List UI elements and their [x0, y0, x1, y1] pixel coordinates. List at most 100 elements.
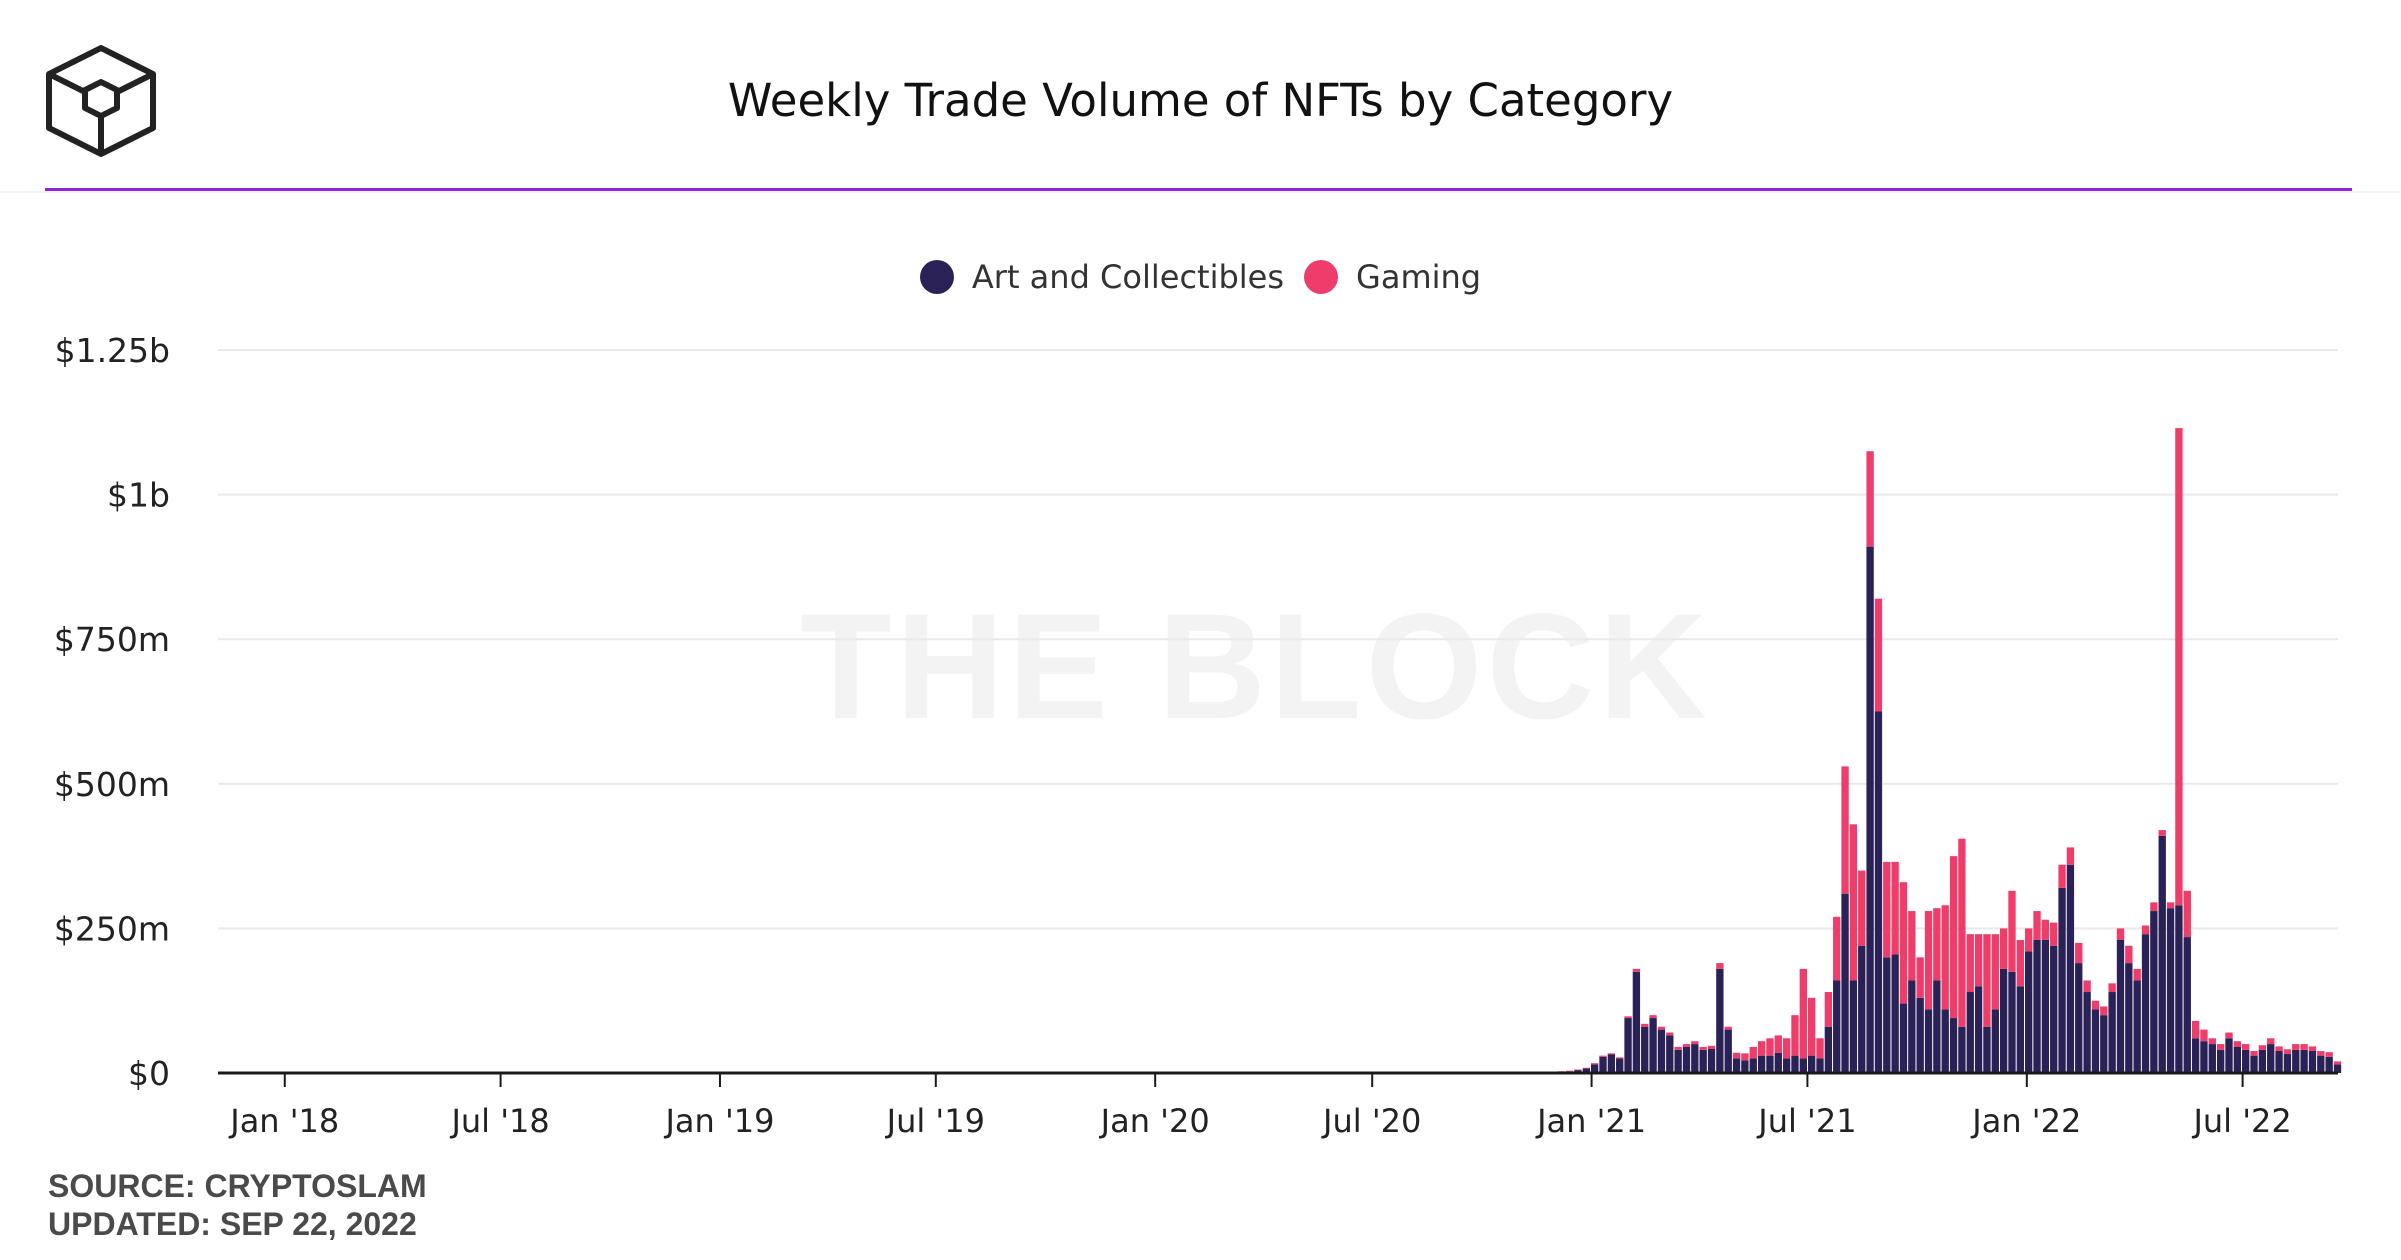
- bar-art-2022-08-29[interactable]: [2308, 1051, 2317, 1073]
- bar-gaming-2022-07-11[interactable]: [2250, 1051, 2258, 1056]
- bar-art-2022-06-13[interactable]: [2216, 1049, 2225, 1073]
- bar-art-2021-08-02[interactable]: [1841, 893, 1849, 1073]
- bar-gaming-2021-07-26[interactable]: [1833, 916, 1841, 981]
- bar-gaming-2021-04-12[interactable]: [1707, 1045, 1716, 1049]
- bar-gaming-2022-01-17[interactable]: [2041, 919, 2050, 940]
- bar-gaming-2021-11-08[interactable]: [1958, 838, 1966, 1027]
- bar-gaming-2022-03-21[interactable]: [2116, 928, 2125, 940]
- bar-art-2022-09-12[interactable]: [2325, 1056, 2333, 1073]
- bar-gaming-2022-05-02[interactable]: [2166, 902, 2175, 909]
- bar-art-2021-10-04[interactable]: [1916, 997, 1924, 1073]
- bar-art-2021-01-04[interactable]: [1590, 1064, 1599, 1073]
- bar-gaming-2020-12-21[interactable]: [1574, 1069, 1582, 1071]
- bar-gaming-2022-03-28[interactable]: [2125, 945, 2133, 964]
- bar-gaming-2022-05-23[interactable]: [2191, 1020, 2200, 1039]
- bar-art-2022-02-14[interactable]: [2075, 963, 2083, 1073]
- legend-item-gaming[interactable]: Gaming: [1304, 258, 1481, 296]
- bar-gaming-2022-07-25[interactable]: [2267, 1038, 2275, 1045]
- bar-art-2021-08-23[interactable]: [1866, 546, 1874, 1073]
- bar-art-2021-09-13[interactable]: [1891, 954, 1899, 1073]
- bar-art-2021-06-14[interactable]: [1782, 1058, 1791, 1073]
- bar-gaming-2021-03-29[interactable]: [1691, 1041, 1699, 1045]
- bar-gaming-2022-04-11[interactable]: [2141, 925, 2150, 935]
- bar-gaming-2021-10-18[interactable]: [1933, 908, 1941, 981]
- bar-art-2022-08-15[interactable]: [2292, 1049, 2300, 1073]
- bar-art-2021-06-21[interactable]: [1791, 1055, 1799, 1073]
- bar-gaming-2020-12-28[interactable]: [1582, 1067, 1590, 1069]
- bar-gaming-2021-05-10[interactable]: [1741, 1053, 1749, 1061]
- bar-gaming-2022-05-09[interactable]: [2175, 428, 2183, 906]
- bar-gaming-2021-03-22[interactable]: [1682, 1044, 1691, 1047]
- bar-art-2021-05-10[interactable]: [1741, 1060, 1749, 1073]
- bar-art-2021-02-15[interactable]: [1641, 1026, 1649, 1073]
- bar-art-2021-05-17[interactable]: [1749, 1058, 1757, 1073]
- bar-gaming-2021-03-15[interactable]: [1674, 1046, 1682, 1050]
- bar-gaming-2021-12-13[interactable]: [1999, 928, 2008, 969]
- bar-art-2021-01-18[interactable]: [1607, 1054, 1616, 1073]
- bar-art-2022-06-06[interactable]: [2208, 1044, 2216, 1073]
- bar-gaming-2022-06-06[interactable]: [2208, 1038, 2216, 1045]
- bar-gaming-2022-01-24[interactable]: [2050, 922, 2058, 946]
- bar-art-2021-12-20[interactable]: [2008, 971, 2016, 1073]
- bar-gaming-2022-02-14[interactable]: [2075, 942, 2083, 964]
- bar-gaming-2021-07-05[interactable]: [1808, 997, 1816, 1056]
- bar-gaming-2022-06-13[interactable]: [2216, 1044, 2225, 1050]
- bar-gaming-2021-06-07[interactable]: [1774, 1035, 1782, 1053]
- bar-art-2021-03-29[interactable]: [1691, 1044, 1699, 1073]
- bar-art-2022-04-18[interactable]: [2150, 911, 2158, 1073]
- bar-art-2022-01-31[interactable]: [2058, 887, 2066, 1073]
- bar-art-2021-11-08[interactable]: [1958, 1026, 1966, 1073]
- bar-gaming-2021-05-31[interactable]: [1766, 1038, 1774, 1056]
- bar-gaming-2021-11-29[interactable]: [1983, 934, 1991, 1027]
- bar-gaming-2021-12-20[interactable]: [2008, 890, 2016, 972]
- bar-gaming-2021-03-01[interactable]: [1657, 1026, 1666, 1030]
- bar-gaming-2022-09-12[interactable]: [2325, 1052, 2333, 1057]
- bar-art-2021-05-03[interactable]: [1732, 1058, 1741, 1073]
- bar-art-2021-04-19[interactable]: [1716, 968, 1724, 1073]
- bar-art-2022-03-14[interactable]: [2108, 992, 2116, 1073]
- bar-gaming-2021-08-23[interactable]: [1866, 451, 1874, 547]
- bar-gaming-2021-05-17[interactable]: [1749, 1046, 1757, 1059]
- bar-art-2022-03-21[interactable]: [2116, 939, 2125, 1073]
- bar-art-2021-04-12[interactable]: [1707, 1048, 1716, 1073]
- bar-gaming-2022-03-07[interactable]: [2100, 1006, 2108, 1016]
- bar-art-2021-03-08[interactable]: [1666, 1035, 1674, 1073]
- bar-art-2021-05-24[interactable]: [1757, 1055, 1766, 1073]
- bar-gaming-2021-05-24[interactable]: [1757, 1041, 1766, 1056]
- bar-art-2022-03-28[interactable]: [2125, 963, 2133, 1073]
- bar-art-2022-04-25[interactable]: [2158, 835, 2166, 1073]
- bar-art-2021-09-06[interactable]: [1883, 957, 1891, 1073]
- bar-gaming-2022-09-19[interactable]: [2333, 1061, 2342, 1065]
- bar-art-2021-06-28[interactable]: [1799, 1058, 1807, 1073]
- bar-gaming-2021-02-08[interactable]: [1632, 968, 1641, 972]
- bar-art-2021-02-01[interactable]: [1624, 1018, 1632, 1073]
- bar-gaming-2021-02-22[interactable]: [1649, 1015, 1657, 1019]
- bar-gaming-2021-03-08[interactable]: [1666, 1032, 1674, 1036]
- bar-gaming-2020-12-14[interactable]: [1565, 1070, 1574, 1072]
- bar-gaming-2022-08-15[interactable]: [2292, 1044, 2300, 1050]
- legend-item-art[interactable]: Art and Collectibles: [919, 258, 1284, 296]
- bar-art-2021-07-26[interactable]: [1833, 980, 1841, 1073]
- bar-gaming-2021-12-06[interactable]: [1991, 934, 1999, 1010]
- bar-gaming-2021-08-16[interactable]: [1858, 870, 1866, 946]
- bar-gaming-2022-05-16[interactable]: [2183, 890, 2191, 938]
- bar-gaming-2021-11-15[interactable]: [1966, 934, 1974, 993]
- bar-gaming-2021-06-21[interactable]: [1791, 1015, 1799, 1056]
- bar-art-2021-08-09[interactable]: [1849, 980, 1858, 1073]
- bar-gaming-2021-08-09[interactable]: [1849, 824, 1858, 981]
- bar-art-2021-07-19[interactable]: [1824, 1026, 1833, 1073]
- bar-gaming-2022-04-04[interactable]: [2133, 968, 2141, 981]
- bar-art-2021-11-01[interactable]: [1949, 1018, 1958, 1073]
- bar-art-2021-04-05[interactable]: [1699, 1049, 1707, 1073]
- bar-art-2022-07-18[interactable]: [2258, 1049, 2267, 1073]
- bar-art-2022-01-24[interactable]: [2050, 945, 2058, 1073]
- bar-gaming-2021-07-19[interactable]: [1824, 992, 1833, 1027]
- bar-gaming-2022-01-31[interactable]: [2058, 864, 2066, 888]
- bar-art-2022-07-11[interactable]: [2250, 1055, 2258, 1073]
- bar-gaming-2022-02-28[interactable]: [2091, 1000, 2100, 1010]
- bar-art-2022-04-04[interactable]: [2133, 980, 2141, 1073]
- bar-gaming-2021-09-06[interactable]: [1883, 861, 1891, 958]
- bar-gaming-2021-04-19[interactable]: [1716, 963, 1724, 969]
- bar-gaming-2021-09-27[interactable]: [1908, 911, 1916, 981]
- bar-art-2022-09-19[interactable]: [2333, 1064, 2342, 1073]
